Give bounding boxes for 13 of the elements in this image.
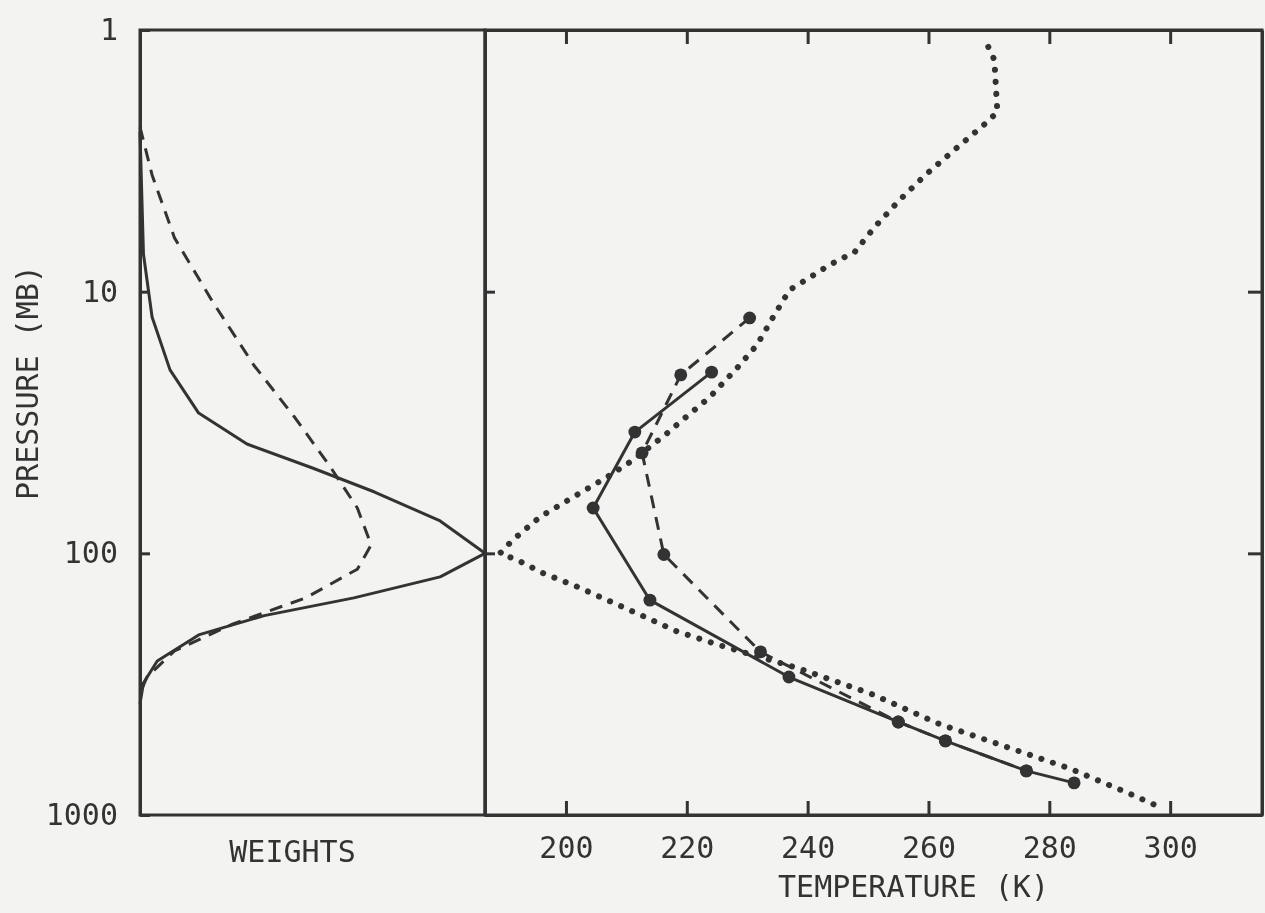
x-tick-label: 240 — [781, 830, 836, 866]
x-axis-title: TEMPERATURE (K) — [778, 869, 1049, 904]
y-tick-label: 10 — [81, 273, 118, 309]
y-axis-title: PRESSURE (MB) — [10, 265, 45, 500]
x-tick-label: 200 — [539, 830, 594, 866]
x-tick-label: 260 — [901, 830, 957, 866]
x-tick-label: 300 — [1143, 830, 1198, 866]
y-tick-label: 1 — [99, 12, 118, 48]
y-tick-label: 1000 — [45, 797, 118, 833]
x-tick-label: 280 — [1022, 830, 1077, 866]
y-tick-label: 100 — [63, 535, 118, 571]
x-tick-label: 220 — [660, 830, 715, 866]
x-axis-title: WEIGHTS — [229, 834, 356, 869]
